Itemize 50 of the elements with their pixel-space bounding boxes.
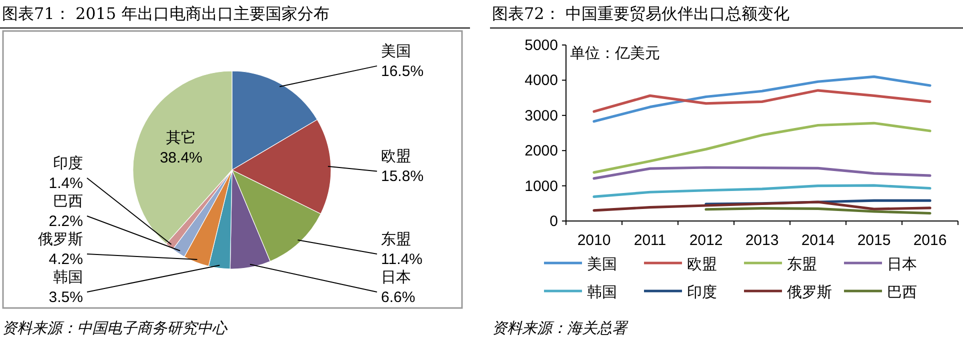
- x-tick-label: 2016: [913, 232, 947, 249]
- y-tick-label: 3000: [524, 107, 558, 124]
- data-label: 6.6%: [381, 289, 416, 306]
- slice-label: 日本: [381, 269, 411, 286]
- y-tick-label: 4000: [524, 72, 558, 90]
- slice-label: 印度: [53, 155, 83, 172]
- data-label: 16.5%: [381, 62, 424, 80]
- data-label: 15.8%: [381, 168, 424, 186]
- x-tick-label: 2012: [689, 232, 723, 249]
- slice-label: 巴西: [53, 193, 83, 210]
- data-label: 2.2%: [48, 213, 83, 230]
- legend-label: 俄罗斯: [787, 284, 832, 301]
- legend-label: 美国: [587, 256, 617, 273]
- text: 资料来源：中国电子商务研究中心: [2, 319, 228, 337]
- line-series: [592, 200, 932, 212]
- y-axis-title: 单位：亿美元: [570, 45, 660, 62]
- y-tick-label: 0: [550, 213, 558, 230]
- x-tick-label: 2014: [801, 232, 835, 249]
- x-tick-label: 2011: [634, 232, 666, 249]
- data-label: 38.4%: [160, 150, 202, 167]
- data-label: 3.5%: [48, 289, 83, 306]
- chart-title: 图表72： 中国重要贸易伙伴出口总额变化: [492, 4, 790, 23]
- slice-label: 美国: [381, 42, 411, 60]
- line-series: [592, 122, 932, 174]
- legend-label: 日本: [887, 256, 917, 273]
- x-tick-label: 2010: [577, 232, 611, 249]
- line-series: [592, 166, 932, 180]
- slice-label: 韩国: [53, 269, 83, 286]
- y-tick-label: 2000: [524, 142, 558, 160]
- line-series: [592, 184, 932, 198]
- y-tick-label: 1000: [524, 178, 558, 195]
- data-label: 11.4%: [381, 251, 422, 268]
- y-tick-label: 5000: [524, 37, 558, 54]
- slice-label: 欧盟: [381, 148, 411, 166]
- legend-label: 巴西: [887, 284, 917, 301]
- data-label: 1.4%: [48, 175, 83, 192]
- legend-label: 欧盟: [687, 256, 717, 273]
- legend-label: 韩国: [587, 284, 617, 301]
- legend-label: 东盟: [787, 256, 817, 273]
- x-tick-label: 2015: [857, 232, 891, 249]
- x-tick-label: 2013: [745, 232, 779, 249]
- legend-label: 印度: [687, 284, 717, 301]
- slice-label: 俄罗斯: [38, 231, 83, 248]
- line-series: [592, 89, 932, 113]
- text: 资料来源：海关总署: [492, 319, 629, 337]
- line-series: [592, 75, 932, 123]
- chart-title: 图表71： 2015 年出口电商出口主要国家分布: [2, 4, 330, 23]
- slice-label: 其它: [166, 130, 196, 147]
- slice-label: 东盟: [381, 231, 411, 248]
- data-label: 4.2%: [48, 251, 83, 268]
